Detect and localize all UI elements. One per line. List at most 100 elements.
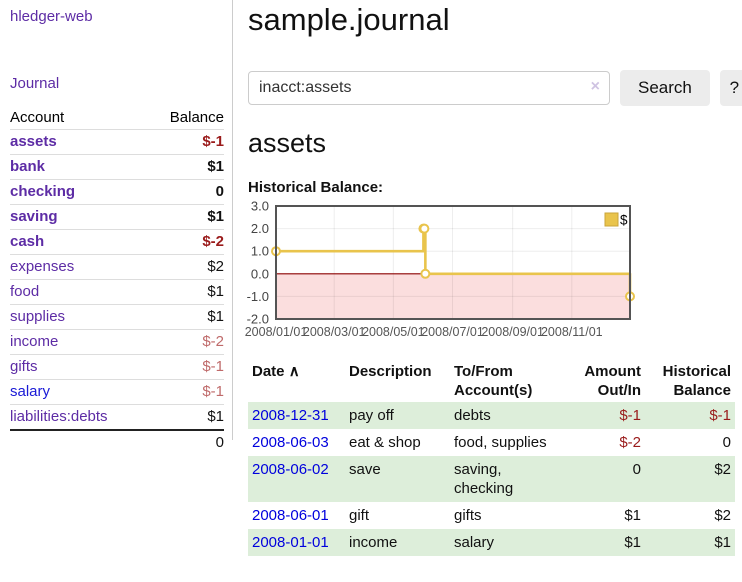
txn-header-accounts: To/From Account(s) [454,363,533,399]
account-balance: $2 [207,258,224,275]
transaction-row: 2008-12-31 pay off debts $-1 $-1 [248,402,735,429]
balance-chart-svg: 3.0 2.0 1.0 0.0 -1.0 -2.02008/01/012008/03/01… [245,199,635,339]
accounts-header-balance: Balance [169,109,224,126]
account-balance: $-2 [202,333,224,350]
svg-text:2008/01/01: 2008/01/01 [245,325,308,339]
account-balance: $-1 [202,383,224,400]
svg-text:2008/05/01: 2008/05/01 [362,325,425,339]
app-title-link[interactable]: hledger-web [10,8,93,25]
svg-text:2008/11/01: 2008/11/01 [541,325,603,339]
help-button[interactable]: ? [719,70,742,106]
transaction-date-link[interactable]: 2008-06-01 [252,507,329,524]
account-row: assets $-1 [10,129,224,155]
account-balance: $-1 [202,133,224,150]
account-link[interactable]: saving [10,208,58,225]
transaction-date-link[interactable]: 2008-06-03 [252,434,329,451]
svg-text:2008/09/01: 2008/09/01 [481,325,544,339]
transaction-row: 2008-01-01 income salary $1 $1 [248,529,735,556]
account-link[interactable]: checking [10,183,76,200]
chart-title: Historical Balance: [248,179,384,196]
txn-amount: $1 [624,507,641,524]
svg-text:3.0: 3.0 [251,199,269,214]
accounts-total-row: 0 [10,429,224,455]
account-row: gifts $-1 [10,354,224,380]
txn-header-amount: Amount Out/In [584,363,641,399]
accounts-total: 0 [147,429,224,455]
account-link[interactable]: income [10,333,59,350]
txn-description: gift [349,507,370,524]
txn-accounts: gifts [454,507,482,524]
txn-balance: $2 [714,507,731,524]
search-form: × Search ? [248,70,742,106]
account-row: income $-2 [10,329,224,355]
txn-description: pay off [349,407,394,424]
legend-label: $ [620,213,628,228]
sort-asc-icon: ∧ [288,363,300,380]
txns-tbody: 2008-12-31 pay off debts $-1 $-1 2008-06-03 ea… [248,402,735,556]
account-row: salary $-1 [10,379,224,405]
txn-description: income [349,534,398,551]
transaction-row: 2008-06-03 eat & shop food, supplies $-2 0 [248,429,735,456]
svg-text:2.0: 2.0 [251,221,269,236]
txn-amount: $-1 [619,407,641,424]
sidebar: hledger-web Journal Account Balance asse… [0,0,233,455]
svg-text:-2.0: -2.0 [247,312,269,327]
transaction-date-link[interactable]: 2008-06-02 [252,461,329,478]
account-balance: $-2 [202,233,224,250]
account-balance: $1 [207,308,224,325]
main-content: sample.journal × Search ? assets Histori… [233,0,742,556]
page: hledger-web Journal Account Balance asse… [0,0,742,556]
txn-description: eat & shop [349,434,421,451]
accounts-header-account: Account [10,109,65,126]
account-balance: $1 [207,158,224,175]
svg-text:2008/07/01: 2008/07/01 [421,325,484,339]
account-link[interactable]: food [10,283,40,300]
search-input[interactable] [248,71,610,105]
txn-amount: $1 [624,534,641,551]
account-link[interactable]: salary [10,383,51,400]
svg-text:0.0: 0.0 [251,266,269,281]
account-row: liabilities:debts $1 [10,404,224,430]
transaction-date-link[interactable]: 2008-12-31 [252,407,329,424]
account-balance: $1 [207,283,224,300]
account-row: supplies $1 [10,304,224,330]
account-row: checking 0 [10,179,224,205]
account-row: food $1 [10,279,224,305]
txn-balance: $2 [714,461,731,478]
account-link[interactable]: assets [10,133,57,150]
historical-balance-chart: 3.0 2.0 1.0 0.0 -1.0 -2.0 2008/01/01 2008/03/01… [245,199,742,342]
txn-description: save [349,461,381,478]
account-row: expenses $2 [10,254,224,280]
account-link[interactable]: bank [10,158,46,175]
account-balance: $1 [207,208,224,225]
account-link[interactable]: cash [10,233,45,250]
transaction-row: 2008-06-02 save saving, checking 0 $2 [248,456,735,502]
txn-accounts: food, supplies [454,434,547,451]
account-link[interactable]: liabilities:debts [10,408,108,425]
txn-amount: $-2 [619,434,641,451]
page-title: sample.journal [248,2,450,37]
txn-header-date[interactable]: Date ∧ [252,363,300,380]
transactions-table: Date ∧ Description To/From Account(s) Am… [248,360,735,556]
account-row: saving $1 [10,204,224,230]
txn-balance: 0 [722,434,731,451]
account-link[interactable]: supplies [10,308,66,325]
svg-text:-1.0: -1.0 [247,289,269,304]
svg-text:2008/03/01: 2008/03/01 [303,325,366,339]
account-balance: 0 [215,183,224,200]
txn-balance: $1 [714,534,731,551]
search-button[interactable]: Search [620,70,710,106]
account-link[interactable]: gifts [10,358,38,375]
txn-accounts: debts [454,407,491,424]
transaction-date-link[interactable]: 2008-01-01 [252,534,329,551]
sidebar-item-journal[interactable]: Journal [10,75,60,92]
txn-amount: 0 [632,461,641,478]
account-row: bank $1 [10,154,224,180]
account-heading: assets [248,128,327,158]
txn-header-balance: Historical Balance [662,363,731,399]
account-link[interactable]: expenses [10,258,75,275]
txn-accounts: salary [454,534,495,551]
clear-search-icon[interactable]: × [590,78,600,95]
svg-text:1.0: 1.0 [251,244,269,259]
txn-balance: $-1 [709,407,731,424]
